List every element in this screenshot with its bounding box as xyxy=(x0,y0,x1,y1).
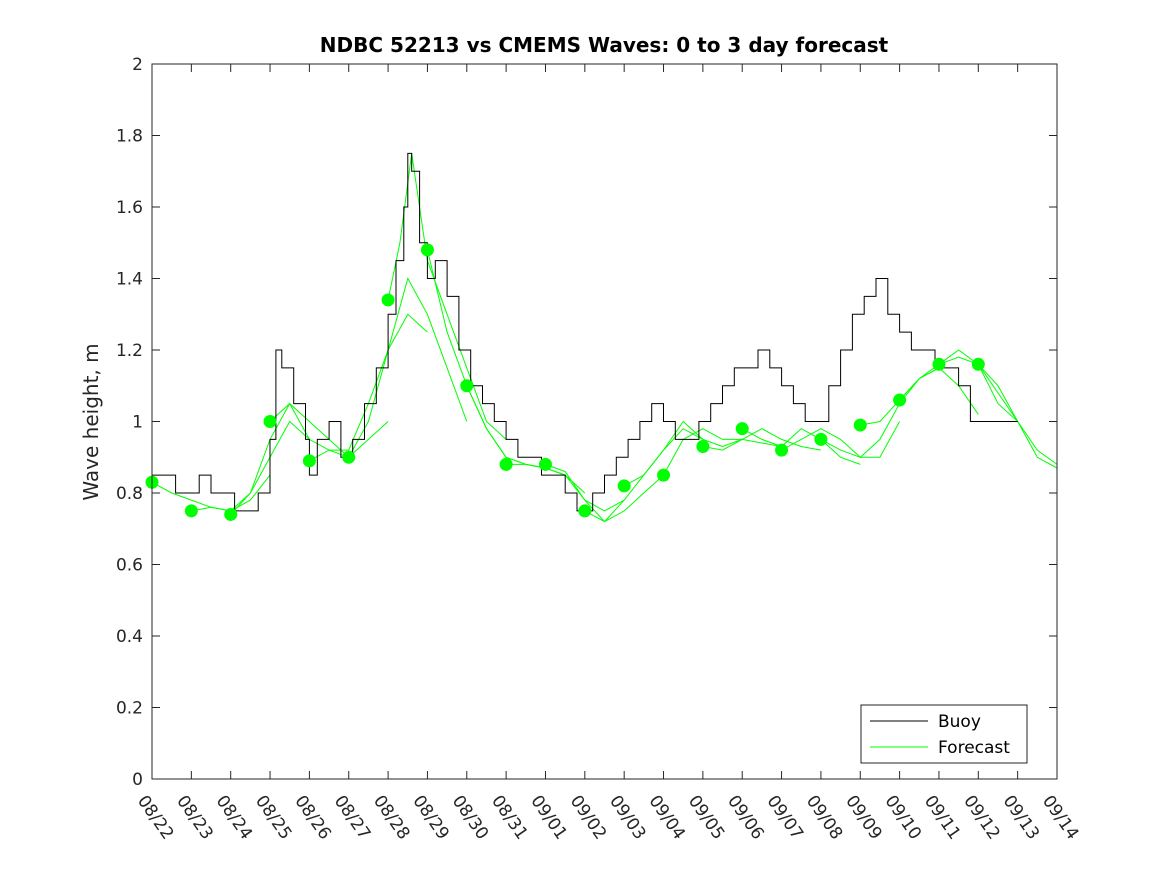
forecast-point xyxy=(263,415,277,428)
forecast-point xyxy=(420,243,434,257)
legend: Buoy Forecast xyxy=(860,704,1028,764)
forecast-line-6 xyxy=(387,153,507,440)
forecast-point xyxy=(224,507,238,521)
forecast-line-12 xyxy=(623,420,743,487)
forecast-point xyxy=(342,450,356,464)
forecast-point xyxy=(971,357,985,371)
plot-frame xyxy=(151,63,1058,780)
y-tick-label: 0.8 xyxy=(116,484,143,504)
forecast-point xyxy=(814,432,828,446)
y-tick-label: 1.4 xyxy=(116,270,143,290)
forecast-line-20 xyxy=(938,356,1058,465)
y-tick-label: 2 xyxy=(132,55,143,75)
y-tick-label: 1.6 xyxy=(116,198,143,218)
forecast-point xyxy=(302,454,316,468)
y-tick-label: 0 xyxy=(132,770,143,790)
forecast-point xyxy=(499,457,513,471)
legend-buoy-label: Buoy xyxy=(938,712,981,732)
y-axis-label: Wave height, m xyxy=(79,343,103,500)
forecast-point xyxy=(578,504,592,518)
y-tick-label: 0.6 xyxy=(116,556,143,576)
forecast-point xyxy=(460,379,474,393)
forecast-point xyxy=(893,393,907,407)
forecast-point xyxy=(696,440,710,454)
forecast-point xyxy=(932,357,946,371)
forecast-point xyxy=(381,293,395,307)
legend-forecast-label: Forecast xyxy=(938,738,1010,758)
forecast-point xyxy=(853,418,867,432)
forecast-line-15 xyxy=(741,428,861,465)
y-tick-label: 0.4 xyxy=(116,627,143,647)
forecast-line-16 xyxy=(781,421,901,458)
forecast-point xyxy=(538,457,552,471)
forecast-point xyxy=(735,422,749,436)
forecast-point xyxy=(657,468,671,482)
forecast-line-14 xyxy=(702,428,821,451)
y-tick-label: 1.8 xyxy=(116,127,143,147)
y-tick-label: 0.2 xyxy=(116,699,143,719)
y-axis: 0 0.2 0.4 0.6 0.8 1 1.2 1.4 1.6 1.8 2 xyxy=(116,55,1057,790)
legend-box xyxy=(860,704,1028,764)
forecast-line-5 xyxy=(348,277,468,458)
forecast-line-19 xyxy=(899,349,1019,422)
chart-title: NDBC 52213 vs CMEMS Waves: 0 to 3 day fo… xyxy=(320,33,889,57)
forecast-point xyxy=(775,443,789,457)
buoy-line xyxy=(152,152,1018,512)
y-tick-label: 1.2 xyxy=(116,341,143,361)
forecast-point xyxy=(617,479,631,493)
forecast-point xyxy=(184,504,198,518)
y-tick-label: 1 xyxy=(132,413,143,433)
